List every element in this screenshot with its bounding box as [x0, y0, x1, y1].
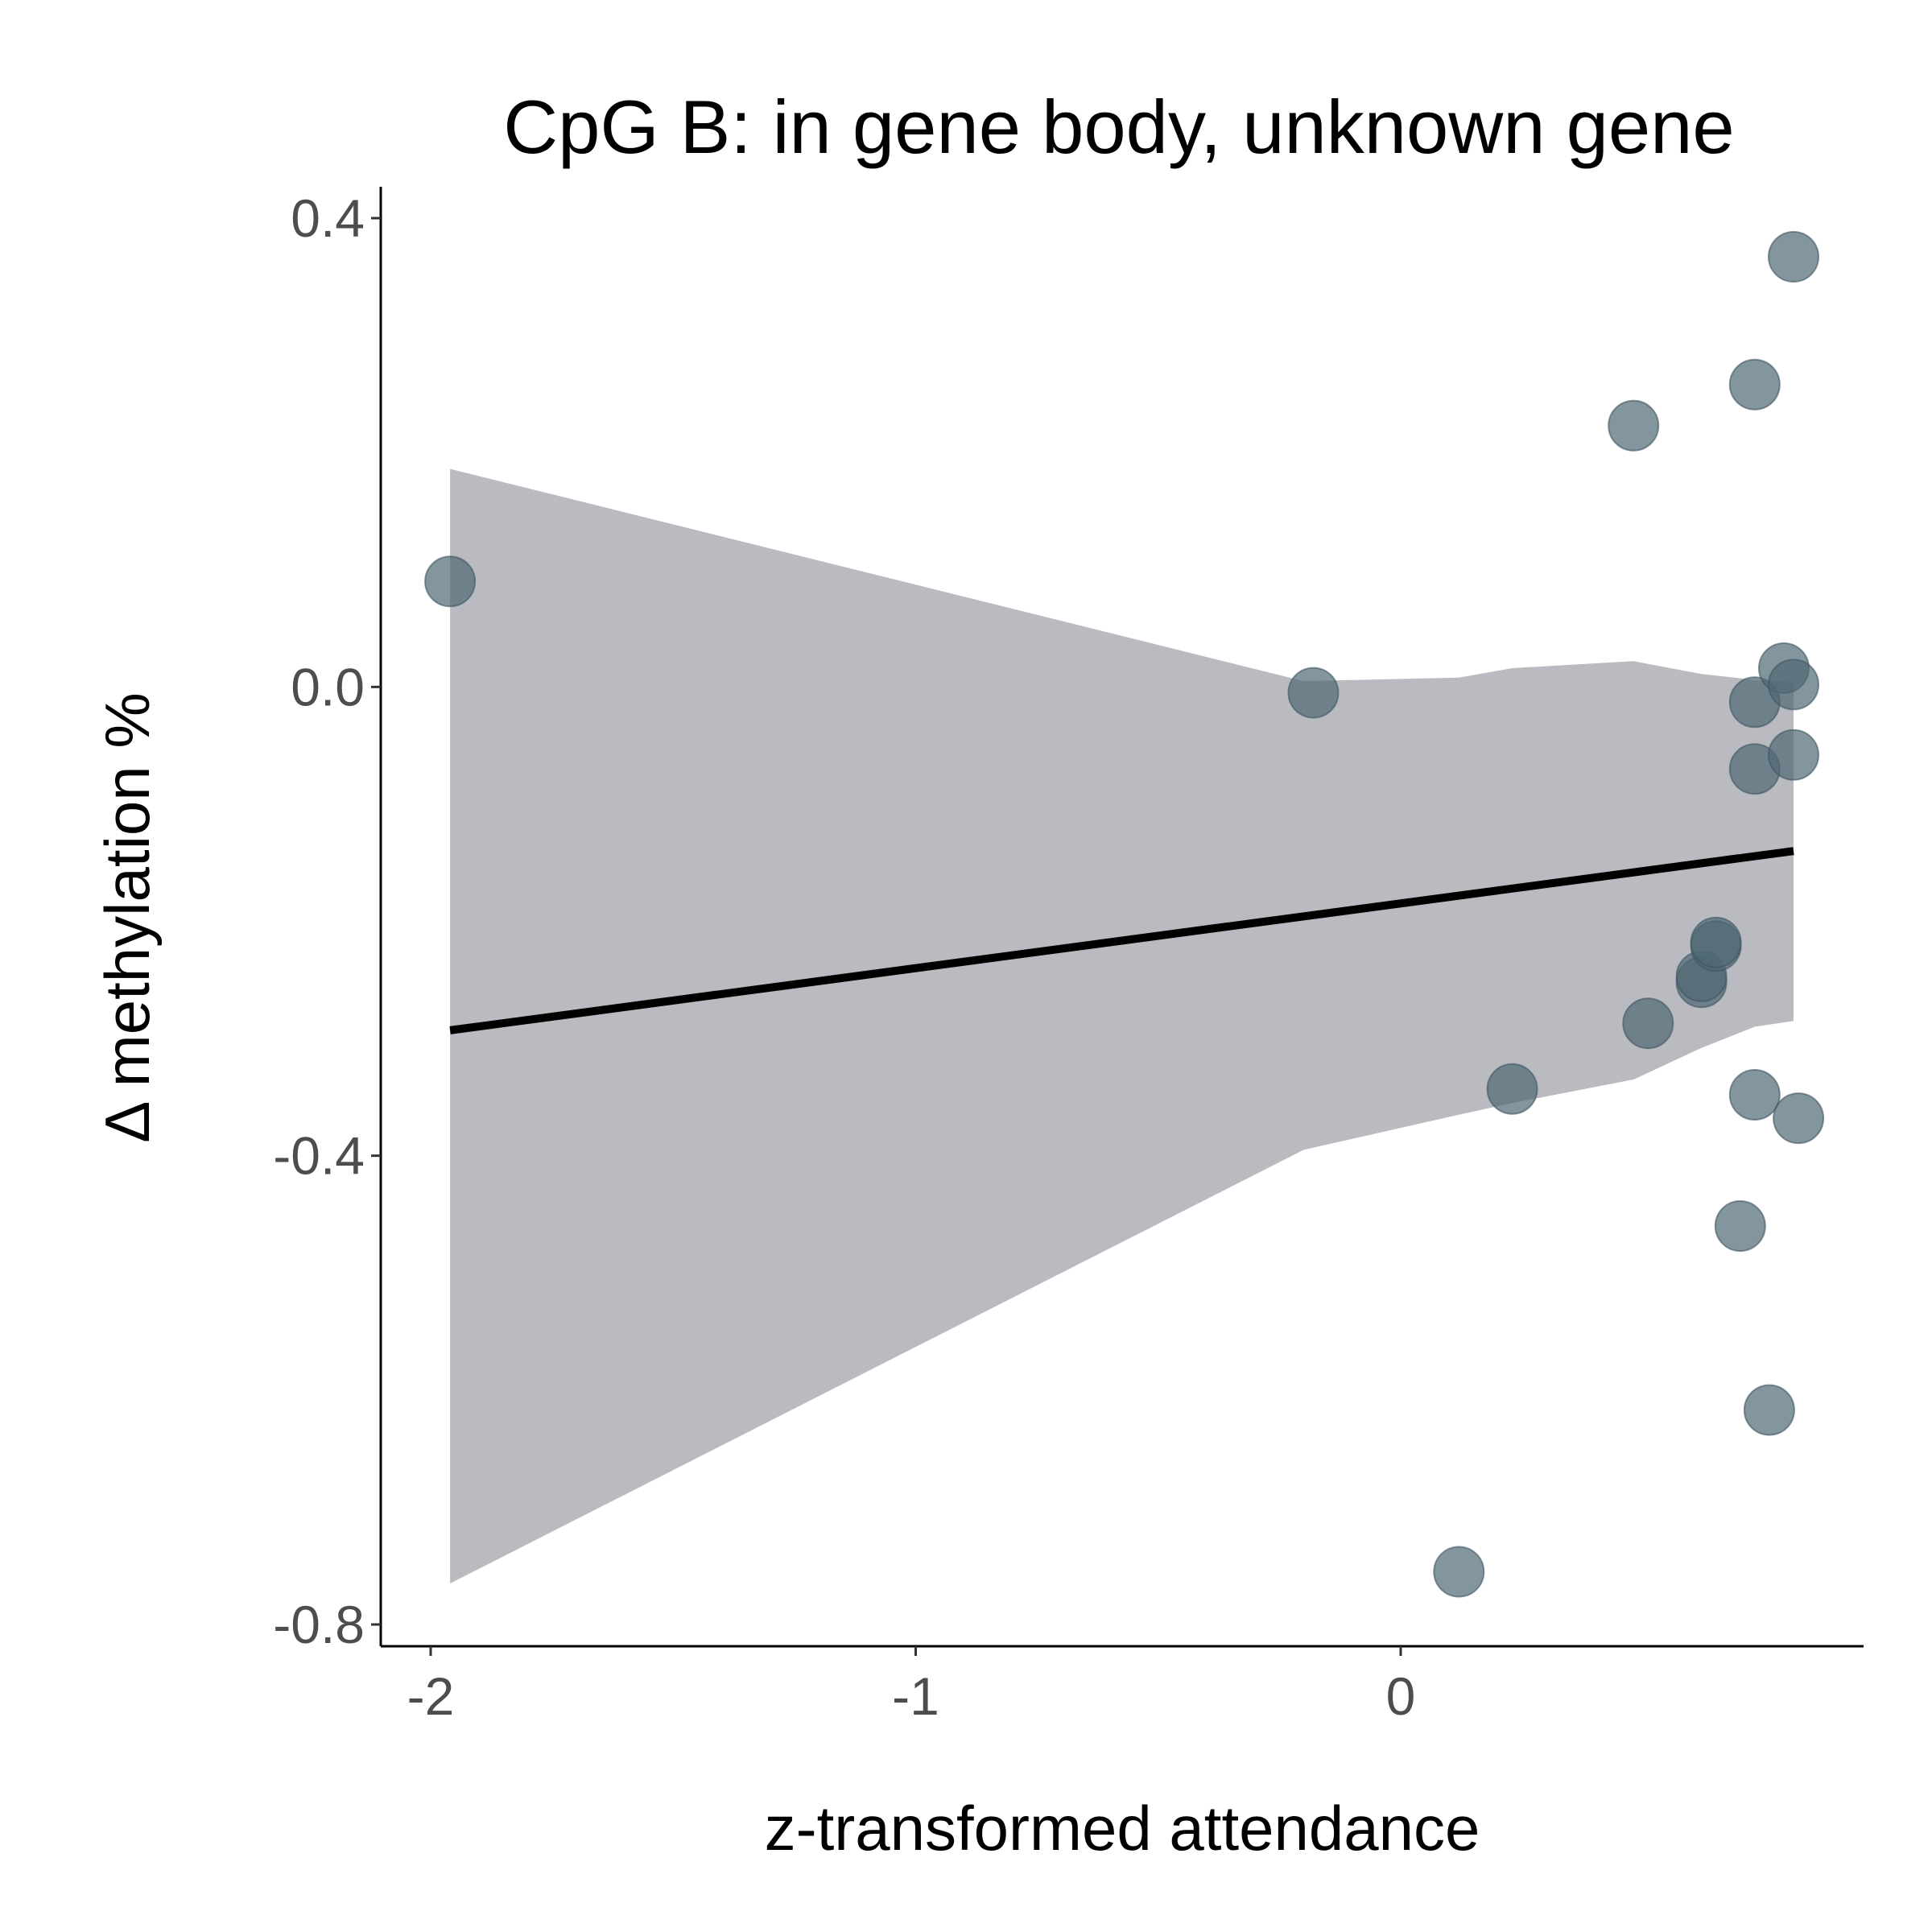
data-point: [1486, 1063, 1538, 1115]
data-point: [1773, 1092, 1825, 1145]
y-tick-label: -0.8: [273, 1595, 365, 1654]
data-point: [1743, 1384, 1795, 1436]
y-axis-label: Δ methylation %: [92, 692, 163, 1142]
data-point: [1608, 399, 1660, 452]
data-point: [1690, 916, 1742, 968]
x-tick-label: -2: [407, 1666, 455, 1726]
data-point: [1714, 1200, 1766, 1252]
data-point: [1768, 231, 1819, 283]
y-tick-label: 0.4: [291, 188, 365, 248]
data-point: [1768, 729, 1819, 781]
y-axis-ticks: 0.4 0.0 -0.4 -0.8: [273, 188, 381, 1654]
regression-line: [449, 847, 1794, 1034]
x-tick-label: 0: [1386, 1666, 1416, 1726]
y-tick-label: -0.4: [273, 1126, 365, 1186]
chart-title: CpG B: in gene body, unknown gene: [503, 85, 1734, 169]
data-point: [1287, 667, 1340, 719]
data-point: [1728, 1069, 1781, 1121]
x-axis-ticks: -2 -1 0: [407, 1646, 1416, 1726]
x-axis-label: z-transformed attendance: [765, 1793, 1480, 1864]
x-tick-label: -1: [892, 1666, 939, 1726]
data-point: [424, 555, 477, 608]
data-point: [1768, 658, 1819, 711]
plot-area: [424, 231, 1825, 1598]
confidence-band: [450, 469, 1794, 1583]
y-tick-label: 0.0: [291, 657, 365, 716]
data-point: [1622, 997, 1674, 1050]
data-point: [1728, 358, 1781, 411]
confidence-band-layer: [450, 469, 1794, 1583]
fit-line-layer: [449, 847, 1794, 1034]
data-point: [1433, 1546, 1485, 1598]
data-points-layer: [424, 231, 1825, 1598]
